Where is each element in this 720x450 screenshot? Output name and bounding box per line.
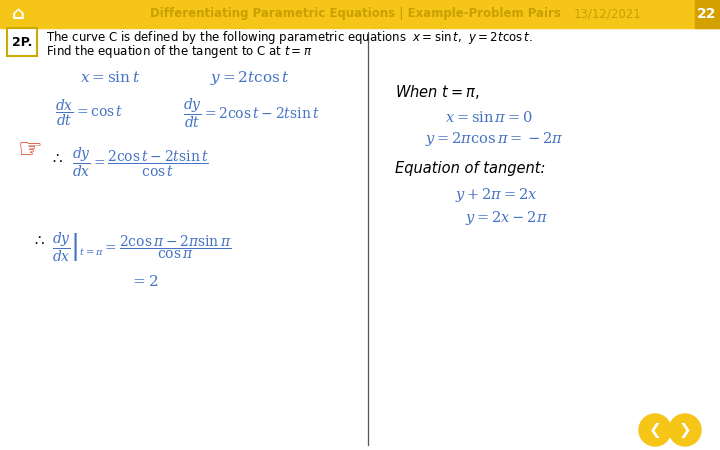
Text: Find the equation of the tangent to C at $t = \pi$: Find the equation of the tangent to C at…: [46, 42, 312, 59]
Text: 2P.: 2P.: [12, 36, 32, 49]
Text: $\dfrac{dy}{dx} = \dfrac{2\cos t - 2t\sin t}{\cos t}$: $\dfrac{dy}{dx} = \dfrac{2\cos t - 2t\si…: [72, 145, 209, 179]
Text: $x = \sin\pi = 0$: $x = \sin\pi = 0$: [445, 109, 533, 125]
Text: Equation of tangent:: Equation of tangent:: [395, 161, 545, 176]
Bar: [0, 0, 720, 28]
Text: The curve C is defined by the following parametric equations  $x = \sin t$,  $y : The curve C is defined by the following …: [46, 28, 533, 45]
FancyBboxPatch shape: [7, 28, 37, 56]
Text: $y = 2t\cos t$: $y = 2t\cos t$: [210, 69, 289, 87]
Text: $\therefore$: $\therefore$: [32, 233, 46, 248]
Text: $y = 2x - 2\pi$: $y = 2x - 2\pi$: [465, 209, 548, 227]
Text: $y = 2\pi\cos\pi = -2\pi$: $y = 2\pi\cos\pi = -2\pi$: [425, 130, 564, 148]
Text: $x = \sin t$: $x = \sin t$: [80, 71, 140, 86]
Circle shape: [669, 414, 701, 446]
Text: $\therefore$: $\therefore$: [50, 149, 64, 165]
Text: 22: 22: [697, 7, 716, 21]
Text: Differentiating Parametric Equations | Example-Problem Pairs: Differentiating Parametric Equations | E…: [150, 8, 560, 21]
Text: $= 2$: $= 2$: [130, 274, 159, 289]
Text: $\dfrac{dy}{dt} = 2\cos t - 2t\sin t$: $\dfrac{dy}{dt} = 2\cos t - 2t\sin t$: [183, 96, 320, 130]
Text: $y + 2\pi = 2x$: $y + 2\pi = 2x$: [455, 186, 538, 204]
Text: 13/12/2021: 13/12/2021: [574, 8, 642, 21]
Text: ❮: ❮: [649, 423, 662, 437]
Text: ⌂: ⌂: [12, 5, 24, 23]
Text: $\dfrac{dx}{dt} = \cos t$: $\dfrac{dx}{dt} = \cos t$: [55, 98, 123, 128]
Circle shape: [639, 414, 671, 446]
Text: ☞: ☞: [18, 136, 43, 164]
Text: ❯: ❯: [679, 423, 691, 437]
Bar: [695, 0, 720, 28]
Text: $\left.\dfrac{dy}{dx}\right|_{t=\pi} = \dfrac{2\cos\pi - 2\pi\sin\pi}{\cos\pi}$: $\left.\dfrac{dy}{dx}\right|_{t=\pi} = \…: [52, 230, 231, 264]
Text: When $t = \pi,$: When $t = \pi,$: [395, 83, 480, 101]
